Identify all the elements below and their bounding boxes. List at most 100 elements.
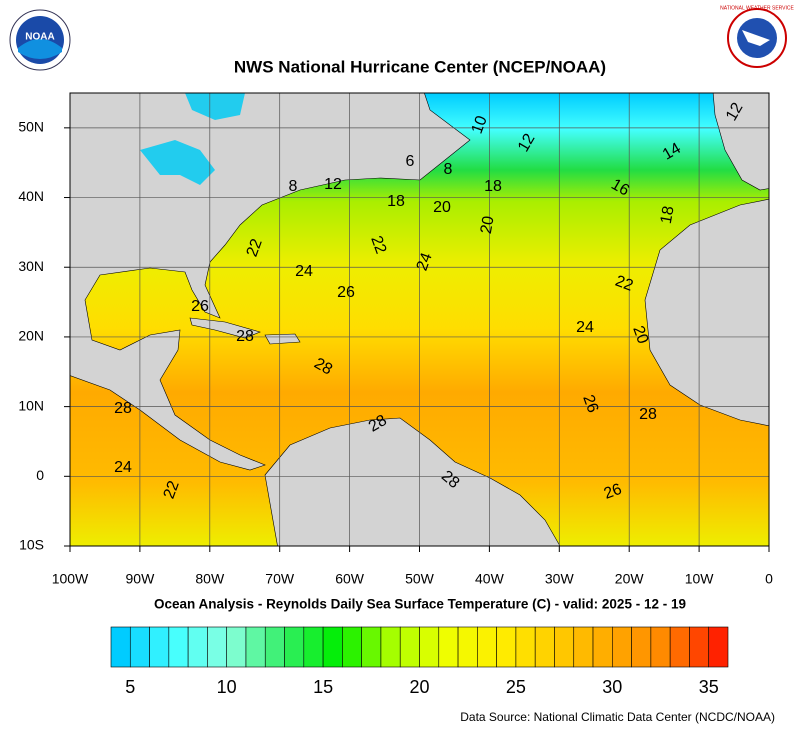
- map-frame: [69, 92, 770, 547]
- y-tick-label: 10N: [18, 397, 44, 413]
- x-tick-label: 10W: [685, 571, 715, 587]
- contour-label: 18: [387, 193, 405, 210]
- colorbar-cell: [322, 626, 343, 668]
- contour-label: 28: [114, 400, 132, 417]
- colorbar-label: 35: [699, 677, 719, 697]
- colorbar-cell: [303, 626, 324, 668]
- great-lakes: [140, 140, 215, 185]
- subtitle: Ocean Analysis - Reynolds Daily Sea Surf…: [154, 597, 686, 612]
- x-tick-label: 40W: [475, 571, 505, 587]
- contour-label: 26: [337, 284, 355, 301]
- y-tick-label: 10S: [19, 537, 44, 553]
- colorbar-cell: [457, 626, 478, 668]
- colorbar-cell: [477, 626, 497, 668]
- colorbar-cell: [110, 626, 131, 668]
- logo-text: NATIONAL WEATHER SERVICE: [720, 5, 794, 11]
- x-tick-label: 80W: [195, 571, 225, 587]
- contour-label: 26: [579, 393, 601, 416]
- colorbar-label: 10: [217, 677, 237, 697]
- contour-label: 8: [444, 161, 453, 178]
- title: NWS National Hurricane Center (NCEP/NOAA…: [234, 57, 606, 76]
- colorbar-cell: [168, 626, 189, 668]
- land-south-america: [264, 417, 561, 546]
- colorbar-cell: [187, 626, 208, 668]
- colorbar-cell: [264, 626, 285, 668]
- contour-label: 12: [324, 176, 342, 193]
- x-tick-label: 90W: [126, 571, 156, 587]
- contour-label: 28: [639, 406, 657, 423]
- x-tick-label: 20W: [615, 571, 645, 587]
- x-tick-label: 50W: [405, 571, 435, 587]
- contour-label: 22: [244, 237, 266, 260]
- colorbar-cell: [515, 626, 536, 668]
- colorbar-cell: [592, 626, 613, 668]
- colorbar-cell: [650, 626, 671, 668]
- x-tick-label: 100W: [52, 571, 89, 587]
- data-source: Data Source: National Climatic Data Cent…: [460, 710, 775, 724]
- land-hispaniola: [264, 333, 301, 345]
- colorbar-cell: [573, 626, 594, 668]
- contour-label: 20: [478, 215, 498, 236]
- colorbar-label: 5: [125, 677, 135, 697]
- contour-label: 12: [515, 131, 539, 155]
- grid: 100W 90W 80W 70W 60W 50W 40W 30W 20W 10W 0 10S 0 10N 2…: [18, 93, 773, 587]
- y-tick-label: 30N: [18, 258, 44, 274]
- colorbar-cell: [149, 626, 170, 668]
- colorbar-cell: [380, 626, 401, 668]
- contour-label: 14: [660, 140, 684, 164]
- x-tick-label: 70W: [265, 571, 295, 587]
- colorbar-cell: [496, 626, 517, 668]
- x-tick-label: 60W: [335, 571, 365, 587]
- contour-label: 24: [414, 251, 436, 274]
- y-tick-label: 50N: [18, 119, 44, 135]
- colorbar-cell: [361, 626, 382, 668]
- y-tick-label: 0: [36, 467, 44, 483]
- contour-label: 12: [723, 100, 747, 124]
- colorbar-label: 20: [409, 677, 429, 697]
- colorbar-cell: [245, 626, 266, 668]
- colorbar-cell: [419, 626, 440, 668]
- contour-label: 22: [161, 479, 183, 502]
- colorbar-cell: [534, 626, 555, 668]
- logo-text: NOAA: [25, 32, 54, 43]
- contour-label: 28: [311, 355, 335, 379]
- contour-label: 20: [433, 199, 451, 216]
- colorbar-label: 15: [313, 677, 333, 697]
- land-europe: [712, 93, 769, 191]
- contour-label: 28: [236, 328, 254, 345]
- colorbar-cell: [207, 626, 227, 668]
- land-north-america: [70, 93, 471, 471]
- colorbar-label: 25: [506, 677, 526, 697]
- colorbar-cell: [129, 626, 150, 668]
- contour-label: 26: [191, 298, 209, 315]
- contour-label: 24: [295, 263, 313, 280]
- colorbar-cell: [554, 626, 575, 668]
- colorbar-cell: [708, 626, 729, 668]
- contour-label: 8: [289, 178, 298, 195]
- contour-label: 16: [608, 176, 632, 200]
- x-tick-label: 0: [765, 571, 773, 587]
- contour-label: 10: [469, 114, 491, 137]
- colorbar-label: 30: [602, 677, 622, 697]
- contour-label: 6: [406, 153, 415, 170]
- contour-label: 18: [484, 178, 502, 195]
- contour-label: 28: [366, 412, 390, 436]
- colorbar-cell: [342, 626, 362, 668]
- colorbar-cell: [284, 626, 305, 668]
- land-africa: [644, 198, 769, 427]
- contour-label: 26: [602, 481, 625, 503]
- contour-label: 22: [613, 273, 636, 295]
- y-tick-label: 20N: [18, 328, 44, 344]
- land-cuba: [189, 317, 261, 339]
- contour-label: 22: [367, 234, 389, 257]
- contour-label: 18: [658, 205, 678, 226]
- colorbar-cell: [669, 626, 690, 668]
- x-tick-label: 30W: [545, 571, 575, 587]
- colorbar-cell: [612, 626, 632, 668]
- contour-label: 24: [576, 319, 594, 336]
- logo-nws: NATIONAL WEATHER SERVICE: [720, 5, 795, 68]
- colorbar-cell: [399, 626, 420, 668]
- colorbar: 5 10 15 20 25 30 35: [110, 626, 729, 697]
- contour-label: 20: [629, 324, 651, 347]
